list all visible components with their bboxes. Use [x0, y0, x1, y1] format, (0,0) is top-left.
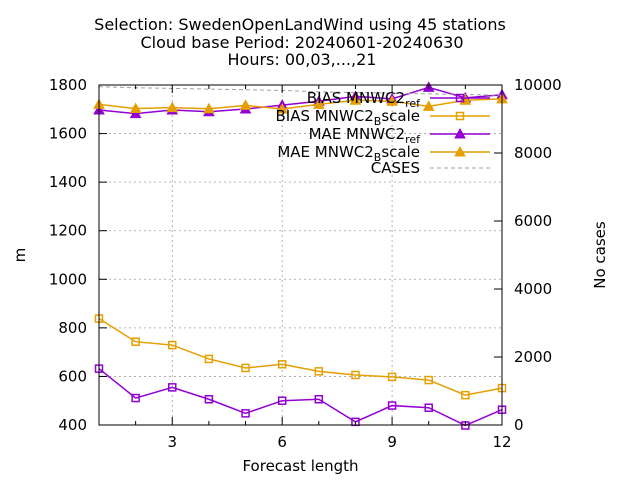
legend-label: MAE MNWC2ref	[309, 125, 422, 146]
legend-label: BIAS MNWC2ref	[307, 89, 421, 110]
y2-tick-label: 10000	[514, 76, 562, 94]
series-0	[94, 364, 507, 430]
y2-tick-label: 2000	[514, 348, 552, 366]
legend-label: CASES	[371, 159, 420, 177]
series-line	[98, 368, 503, 427]
x-tick-label: 6	[277, 433, 287, 451]
data-point	[203, 102, 215, 114]
y2-tick-label: 8000	[514, 144, 552, 162]
data-point	[204, 395, 214, 404]
legend-marker	[455, 111, 465, 121]
y-tick-label: 1800	[49, 76, 87, 94]
series-line	[98, 317, 503, 396]
y-tick-label: 1200	[49, 222, 87, 240]
y2-tick-label: 6000	[514, 212, 552, 230]
data-point	[461, 390, 470, 400]
y-tick-label: 1400	[49, 173, 87, 191]
data-point	[387, 372, 397, 382]
data-point	[277, 360, 287, 369]
data-point	[241, 409, 250, 418]
y-tick-label: 400	[58, 416, 87, 434]
title-line-2: Cloud base Period: 20240601-20240630	[140, 33, 463, 52]
data-point	[386, 95, 398, 106]
data-point	[168, 383, 177, 392]
y-axis-label: m	[11, 248, 29, 263]
data-point	[314, 367, 324, 376]
x-axis-label: Forecast length	[242, 457, 358, 475]
series-1	[94, 314, 507, 400]
legend-label: MAE MNWC2Bscale	[277, 143, 420, 164]
plot-frame	[98, 84, 503, 426]
y-tick-label: 1000	[49, 270, 87, 288]
legend-label: BIAS MNWC2Bscale	[276, 107, 420, 128]
data-point	[129, 107, 142, 119]
title-line-1: Selection: SwedenOpenLandWind using 45 s…	[94, 15, 506, 34]
series-line	[98, 98, 503, 110]
data-point	[314, 395, 324, 404]
data-point	[168, 340, 177, 350]
data-point	[241, 363, 250, 373]
data-point	[239, 99, 252, 110]
y-tick-label: 800	[58, 319, 87, 337]
data-point	[276, 103, 289, 114]
y-tick-label: 600	[58, 367, 87, 385]
y2-tick-label: 4000	[514, 280, 552, 298]
series-3	[93, 92, 508, 114]
data-point	[387, 401, 397, 410]
data-point	[424, 375, 433, 385]
data-point	[312, 98, 325, 109]
data-point	[424, 403, 433, 413]
grid	[99, 85, 502, 425]
data-point	[277, 396, 287, 405]
y2-tick-label: 0	[514, 416, 524, 434]
title-line-3: Hours: 00,03,...,21	[228, 50, 377, 69]
chart-title: Selection: SwedenOpenLandWind using 45 s…	[94, 15, 506, 69]
y-tick-label: 1600	[49, 125, 87, 143]
data-point	[349, 94, 362, 105]
legend-marker	[455, 93, 465, 103]
x-tick-label: 12	[492, 433, 511, 451]
y2-axis-label: No cases	[591, 221, 609, 289]
series-line	[98, 86, 503, 115]
data-point	[166, 101, 179, 113]
axes: 400 600 800 1000 1200 1400 1600 1800 3 6 9 120 2000 4…	[49, 76, 562, 451]
data-point	[131, 337, 140, 346]
data-point	[422, 100, 435, 111]
x-tick-label: 3	[167, 433, 177, 451]
legend-marker	[454, 127, 466, 139]
data-point	[129, 102, 142, 114]
data-point	[204, 354, 214, 364]
legend-marker	[454, 145, 466, 157]
data-point	[131, 393, 140, 403]
x-tick-label: 9	[387, 433, 397, 451]
data-point	[351, 370, 360, 380]
